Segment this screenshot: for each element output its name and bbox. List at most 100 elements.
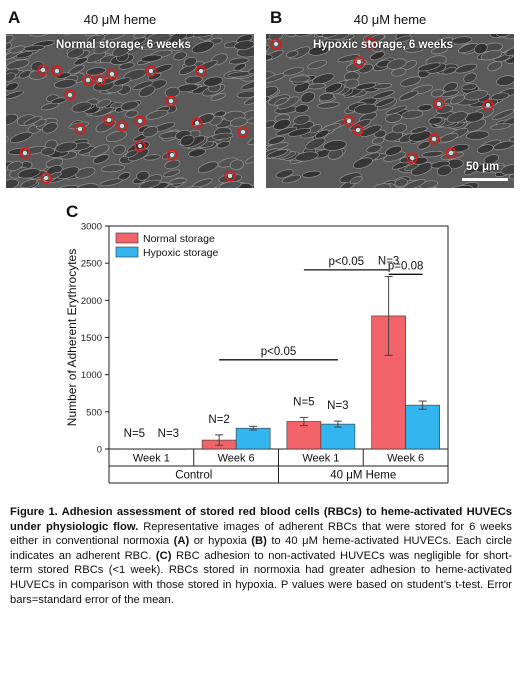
endothelial-cell xyxy=(229,159,244,171)
endothelial-cell xyxy=(145,109,169,120)
endothelial-cell xyxy=(400,76,422,87)
endothelial-cell xyxy=(463,72,477,84)
endothelial-cell xyxy=(179,134,195,147)
adherent-rbc-circle xyxy=(428,133,440,145)
bar xyxy=(117,448,152,450)
endothelial-cell xyxy=(354,103,379,115)
endothelial-cell xyxy=(6,49,9,57)
adherent-rbc xyxy=(44,176,48,180)
group-label: Control xyxy=(175,470,212,482)
legend-label: Normal storage xyxy=(143,233,215,245)
endothelial-cell xyxy=(337,54,361,63)
endothelial-cell xyxy=(394,178,408,188)
endothelial-cell xyxy=(6,72,17,82)
adherent-rbc xyxy=(138,119,142,123)
bar xyxy=(371,315,406,450)
endothelial-cell xyxy=(417,104,433,112)
endothelial-cell xyxy=(266,86,279,98)
endothelial-cell xyxy=(233,63,247,72)
endothelial-cell xyxy=(203,76,224,87)
endothelial-cell xyxy=(274,97,289,106)
endothelial-cell xyxy=(6,90,24,100)
endothelial-cell xyxy=(20,179,38,188)
endothelial-cell xyxy=(105,130,127,143)
endothelial-cell xyxy=(366,144,382,154)
endothelial-cell xyxy=(359,124,382,137)
panel-b-title: 40 μM heme xyxy=(353,12,427,27)
endothelial-cell xyxy=(244,152,254,164)
adherent-rbc xyxy=(449,151,453,155)
y-tick-label: 2000 xyxy=(81,296,102,307)
endothelial-cell xyxy=(164,159,181,170)
adherent-rbc xyxy=(241,130,245,134)
adherent-rbc xyxy=(41,68,45,72)
endothelial-cell xyxy=(184,186,202,188)
endothelial-cell xyxy=(88,144,110,158)
legend-swatch xyxy=(115,232,139,244)
endothelial-cell xyxy=(465,130,490,140)
endothelial-cell xyxy=(143,154,161,161)
adherent-rbc xyxy=(138,144,142,148)
endothelial-cell xyxy=(178,64,197,76)
micrograph-hypoxic xyxy=(266,34,514,188)
endothelial-cell xyxy=(404,46,424,53)
endothelial-cell xyxy=(476,144,494,154)
endothelial-cell xyxy=(289,75,311,83)
endothelial-cell xyxy=(417,62,441,72)
endothelial-cell xyxy=(385,145,403,156)
adherent-rbc-circle xyxy=(433,98,445,110)
endothelial-cell xyxy=(464,89,488,101)
endothelial-cell xyxy=(436,165,453,177)
adherent-rbc xyxy=(195,121,199,125)
endothelial-cell xyxy=(344,78,360,89)
endothelial-cell xyxy=(15,51,34,59)
endothelial-cell xyxy=(370,51,385,61)
endothelial-cell xyxy=(266,41,268,50)
endothelial-cell xyxy=(55,72,72,79)
y-tick-label: 0 xyxy=(97,445,102,456)
n-label: N=5 xyxy=(293,396,314,408)
p-value-label: p<0.05 xyxy=(261,346,297,358)
endothelial-cell xyxy=(275,126,298,136)
caption-ref-a: (A) xyxy=(173,535,190,548)
endothelial-cell xyxy=(428,116,443,125)
endothelial-cell xyxy=(234,40,254,51)
adherent-rbc xyxy=(149,69,153,73)
endothelial-cell xyxy=(441,90,459,98)
endothelial-cell xyxy=(266,95,271,103)
endothelial-cell xyxy=(421,150,444,158)
endothelial-cell xyxy=(266,45,270,54)
endothelial-cell xyxy=(266,149,288,159)
endothelial-cell xyxy=(92,154,110,164)
endothelial-cell xyxy=(173,51,187,61)
endothelial-cell xyxy=(267,136,285,145)
endothelial-cell xyxy=(367,34,386,44)
endothelial-cell xyxy=(183,56,198,67)
endothelial-cell xyxy=(393,35,413,43)
adherent-rbc xyxy=(274,42,278,46)
adherent-rbc-circle xyxy=(166,149,178,161)
endothelial-cell xyxy=(6,34,14,46)
endothelial-cell xyxy=(61,34,76,35)
endothelial-cell xyxy=(475,161,495,173)
caption-text-2: or hypoxia xyxy=(189,535,252,548)
legend-swatch xyxy=(115,246,139,258)
endothelial-cell xyxy=(191,41,215,54)
endothelial-cell xyxy=(162,169,181,178)
endothelial-cell xyxy=(273,118,291,131)
adherent-rbc xyxy=(368,41,372,45)
adherent-rbc-circle xyxy=(116,120,128,132)
endothelial-cell xyxy=(6,178,19,188)
panel-a-title: 40 μM heme xyxy=(83,12,157,27)
adherent-rbc-circle xyxy=(165,95,177,107)
endothelial-cell xyxy=(307,83,327,90)
endothelial-cell xyxy=(281,174,302,184)
endothelial-cell xyxy=(500,164,514,175)
endothelial-cell xyxy=(487,61,503,72)
n-label: N=2 xyxy=(208,414,229,426)
adherent-rbc-circle xyxy=(19,147,31,159)
endothelial-cell xyxy=(294,104,309,114)
endothelial-cell xyxy=(321,34,339,38)
endothelial-cell xyxy=(373,83,393,90)
adherent-rbc-circle xyxy=(94,74,106,86)
